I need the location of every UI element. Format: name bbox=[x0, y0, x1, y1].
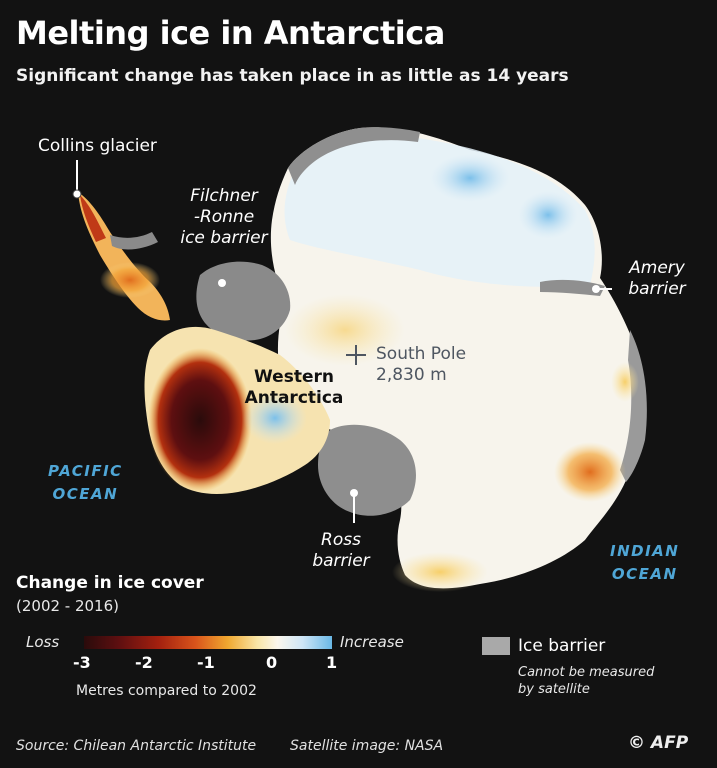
east-antarctica-blue-zone bbox=[284, 136, 595, 287]
legend-title: Change in ice cover bbox=[16, 573, 204, 593]
ice-barrier-swatch bbox=[482, 637, 510, 655]
ice-barrier-label: Ice barrier bbox=[518, 636, 606, 656]
collins-marker bbox=[72, 189, 82, 199]
legend-tick: -3 bbox=[73, 653, 91, 672]
peninsula-orange-zone bbox=[100, 262, 160, 298]
source-credit: Source: Chilean Antarctic Institute bbox=[16, 738, 257, 754]
west-antarctica-loss-zone bbox=[148, 348, 252, 492]
legend-tick: -1 bbox=[197, 653, 215, 672]
north-coast-barrier bbox=[288, 127, 420, 185]
west-antarctica-blue-zone bbox=[243, 392, 307, 444]
legend-tick: 0 bbox=[266, 653, 278, 672]
amery-barrier-shape bbox=[540, 279, 605, 296]
legend-increase-label: Increase bbox=[340, 633, 404, 651]
filchner-ronne-label: Filchner -Ronne ice barrier bbox=[180, 186, 268, 248]
pacific-ocean-label: PACIFIC OCEAN bbox=[48, 462, 123, 503]
afp-logo: © AFP bbox=[628, 733, 689, 753]
south-pole-cross bbox=[346, 345, 366, 365]
page-title: Melting ice in Antarctica bbox=[16, 14, 445, 52]
south-pole-label: South Pole 2,830 m bbox=[376, 344, 467, 385]
indian-ocean-label: INDIAN OCEAN bbox=[610, 542, 680, 583]
east-yellow-zone bbox=[611, 362, 639, 402]
central-yellow-zone bbox=[285, 294, 405, 366]
satellite-credit: Satellite image: NASA bbox=[290, 738, 444, 754]
legend-tick: -2 bbox=[135, 653, 153, 672]
legend-loss-label: Loss bbox=[26, 633, 60, 651]
collins-glacier-label: Collins glacier bbox=[38, 136, 157, 156]
east-coast-barrier bbox=[620, 330, 647, 482]
south-yellow-zone bbox=[392, 552, 488, 592]
blue-increase-zone-west bbox=[518, 191, 578, 239]
legend-tick: 1 bbox=[326, 653, 338, 672]
amery-marker bbox=[592, 285, 600, 293]
peninsula-loss-strip bbox=[80, 195, 106, 242]
western-antarctica-label: Western Antarctica bbox=[244, 367, 344, 408]
legend-color-scale bbox=[84, 636, 332, 649]
ice-barrier-note: Cannot be measured by satellite bbox=[518, 665, 655, 697]
amery-barrier-label: Amery barrier bbox=[628, 258, 686, 299]
filchner-marker bbox=[218, 279, 226, 287]
ross-barrier-label: Ross barrier bbox=[312, 530, 370, 571]
east-orange-loss-zone bbox=[554, 442, 626, 502]
page-subtitle: Significant change has taken place in as… bbox=[16, 66, 569, 86]
ross-marker bbox=[350, 489, 358, 497]
blue-increase-zone-north bbox=[430, 154, 510, 202]
legend-units: Metres compared to 2002 bbox=[76, 683, 257, 699]
ross-barrier-shape bbox=[318, 424, 416, 516]
legend-period: (2002 - 2016) bbox=[16, 597, 120, 615]
peninsula-barrier bbox=[110, 232, 158, 250]
